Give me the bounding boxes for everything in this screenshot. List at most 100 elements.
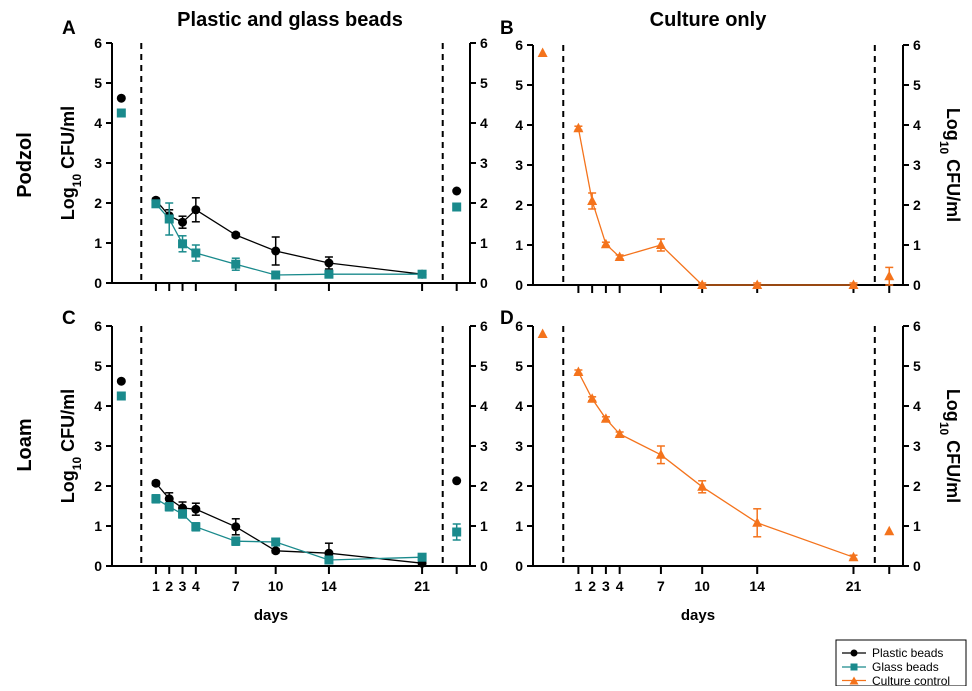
marker-point xyxy=(452,527,462,537)
marker-point xyxy=(587,195,598,205)
legend-label-plastic: Plastic beads xyxy=(872,646,943,660)
y-axis-label: Log10 CFU/ml xyxy=(937,389,963,503)
y-tick-label-left: 4 xyxy=(94,398,102,414)
marker-point xyxy=(884,270,895,281)
marker-point xyxy=(191,205,201,215)
marker-point xyxy=(417,269,427,279)
x-tick-label: 3 xyxy=(179,578,187,594)
y-tick-label-left: 5 xyxy=(94,75,102,91)
marker-point xyxy=(324,258,334,268)
y-tick-label-right: 0 xyxy=(913,277,921,293)
marker-point xyxy=(151,199,161,209)
y-tick-label-right: 4 xyxy=(913,117,921,133)
panel-b: B 0 0 1 1 2 2 3 3 4 4 5 5 6 6 Log10 CFU/ml xyxy=(500,18,963,293)
y-tick-label-right: 3 xyxy=(913,438,921,454)
column-title-left: Plastic and glass beads xyxy=(177,9,403,31)
y-tick-label-left: 1 xyxy=(515,237,523,253)
marker-point xyxy=(452,186,462,196)
x-tick-label: 2 xyxy=(165,578,173,594)
y-tick-label-left: 1 xyxy=(94,235,102,251)
y-tick-label-right: 1 xyxy=(913,518,921,534)
panel-letter: C xyxy=(62,308,76,329)
y-tick-label-right: 2 xyxy=(913,478,921,494)
column-title-right: Culture only xyxy=(650,9,768,31)
y-axis-label: Log10 CFU/ml xyxy=(58,389,84,503)
marker-point xyxy=(191,522,201,532)
y-axis-label: Log10 CFU/ml xyxy=(937,108,963,222)
marker-point xyxy=(614,251,625,261)
y-tick-label-right: 5 xyxy=(913,77,921,93)
x-tick-label: 10 xyxy=(268,578,284,594)
legend-item-glass: Glass beads xyxy=(842,660,939,674)
y-tick-label-right: 3 xyxy=(480,155,488,171)
y-tick-label-right: 4 xyxy=(913,398,921,414)
marker-point xyxy=(178,509,188,519)
marker-point xyxy=(116,93,126,103)
y-tick-label-left: 3 xyxy=(515,157,523,173)
panel-a: A 0 0 1 1 2 2 3 3 4 4 5 5 6 6 Log10 CFU/ml xyxy=(58,18,488,291)
row-label-loam: Loam xyxy=(14,418,36,471)
marker-point xyxy=(271,546,281,556)
y-tick-label-right: 4 xyxy=(480,398,488,414)
y-tick-label-right: 1 xyxy=(480,235,488,251)
y-axis-label: Log10 CFU/ml xyxy=(58,106,84,220)
marker-point xyxy=(417,552,427,562)
marker-point xyxy=(271,537,281,547)
y-tick-label-left: 6 xyxy=(94,35,102,51)
marker-point xyxy=(697,279,708,289)
marker-point xyxy=(191,248,201,258)
marker-point xyxy=(324,548,334,558)
y-tick-label-right: 0 xyxy=(480,275,488,291)
x-tick-label: 10 xyxy=(694,578,710,594)
panel-letter: B xyxy=(500,18,514,39)
legend-box xyxy=(835,639,967,687)
x-tick-label: 21 xyxy=(414,578,430,594)
marker-point xyxy=(116,376,126,386)
x-tick-label: 21 xyxy=(846,578,862,594)
y-tick-label-left: 3 xyxy=(94,155,102,171)
marker-point xyxy=(116,391,126,401)
marker-point xyxy=(752,517,763,527)
y-tick-label-left: 4 xyxy=(515,398,523,414)
x-tick-label: 14 xyxy=(321,578,337,594)
marker-point xyxy=(452,476,462,486)
marker-point xyxy=(178,239,188,249)
marker-point xyxy=(614,428,625,438)
x-tick-label: 3 xyxy=(602,578,610,594)
y-tick-label-right: 6 xyxy=(913,37,921,53)
legend-item-plastic: Plastic beads xyxy=(842,646,943,660)
y-tick-label-right: 5 xyxy=(480,75,488,91)
marker-point xyxy=(324,555,334,565)
x-tick-label: 4 xyxy=(616,578,624,594)
y-tick-label-left: 0 xyxy=(94,558,102,574)
panel-letter: A xyxy=(62,18,76,39)
marker-point xyxy=(324,269,334,279)
y-tick-label-left: 0 xyxy=(515,558,523,574)
marker-point xyxy=(178,217,188,227)
y-tick-label-left: 2 xyxy=(515,478,523,494)
legend-label-glass: Glass beads xyxy=(872,660,939,674)
marker-point xyxy=(164,494,174,504)
marker-point xyxy=(537,328,548,338)
x-tick-label: 2 xyxy=(588,578,596,594)
x-tick-label: 1 xyxy=(152,578,160,594)
y-tick-label-left: 5 xyxy=(94,358,102,374)
marker-point xyxy=(600,413,611,423)
y-tick-label-right: 2 xyxy=(480,478,488,494)
x-axis-label: days xyxy=(681,607,715,624)
marker-point xyxy=(231,522,241,532)
y-tick-label-right: 5 xyxy=(480,358,488,374)
y-tick-label-left: 5 xyxy=(515,358,523,374)
marker-point xyxy=(752,279,763,289)
marker-point xyxy=(231,230,241,240)
y-tick-label-left: 0 xyxy=(94,275,102,291)
y-tick-label-left: 0 xyxy=(515,277,523,293)
y-tick-label-right: 0 xyxy=(480,558,488,574)
y-tick-label-right: 0 xyxy=(913,558,921,574)
panel-letter: D xyxy=(500,308,514,329)
y-tick-label-right: 3 xyxy=(480,438,488,454)
marker-point xyxy=(116,108,126,118)
series-line xyxy=(577,371,854,558)
legend: Plastic beads Glass beads Culture contro… xyxy=(835,639,967,688)
